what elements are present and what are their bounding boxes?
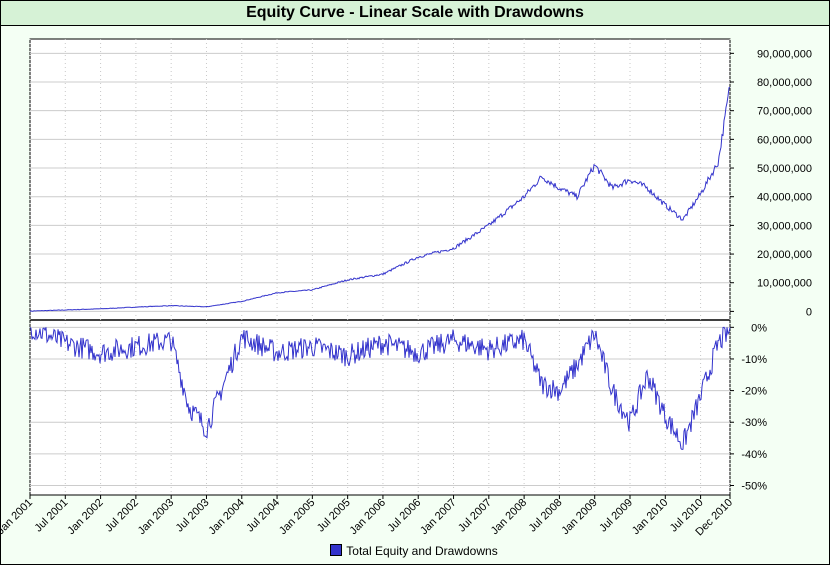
legend-label: Total Equity and Drawdowns	[346, 544, 498, 558]
x-tick-label: Jan 2002	[65, 497, 105, 537]
drawdown-series-line	[29, 326, 731, 451]
x-tick-label: Jan 2007	[418, 497, 458, 537]
equity-y-tick-label: 80,000,000	[757, 77, 812, 89]
equity-y-tick-label: 40,000,000	[757, 192, 812, 204]
x-tick-label: Jan 2004	[206, 497, 246, 537]
x-tick-label: Jan 2003	[136, 497, 176, 537]
equity-series-line	[29, 86, 731, 312]
equity-y-tick-label: 90,000,000	[757, 48, 812, 60]
x-tick-label: Jan 2001	[0, 497, 35, 537]
x-tick-label: Jan 2009	[559, 497, 599, 537]
equity-y-tick-label: 70,000,000	[757, 106, 812, 118]
legend-swatch	[330, 544, 343, 556]
equity-y-tick-label: 0	[806, 306, 812, 318]
drawdown-y-tick-label: 0%	[751, 322, 767, 334]
chart-title: Equity Curve - Linear Scale with Drawdow…	[1, 1, 829, 26]
x-tick-label: Jan 2005	[277, 497, 317, 537]
equity-y-tick-label: 20,000,000	[757, 249, 812, 261]
drawdown-y-tick-label: -40%	[741, 449, 767, 461]
x-tick-label: Jan 2010	[630, 497, 670, 537]
plot-area	[29, 38, 731, 496]
drawdown-y-tick-label: -10%	[741, 354, 767, 366]
equity-y-tick-label: 50,000,000	[757, 163, 812, 175]
x-tick-label: Jan 2006	[348, 497, 388, 537]
x-tick-label: Jan 2008	[489, 497, 529, 537]
equity-y-tick-label: 10,000,000	[757, 278, 812, 290]
equity-y-tick-label: 60,000,000	[757, 134, 812, 146]
drawdown-y-tick-label: -30%	[741, 417, 767, 429]
legend: Total Equity and Drawdowns	[0, 544, 828, 558]
drawdown-y-tick-label: -20%	[741, 386, 767, 398]
drawdown-y-tick-label: -50%	[741, 481, 767, 493]
equity-y-tick-label: 30,000,000	[757, 220, 812, 232]
